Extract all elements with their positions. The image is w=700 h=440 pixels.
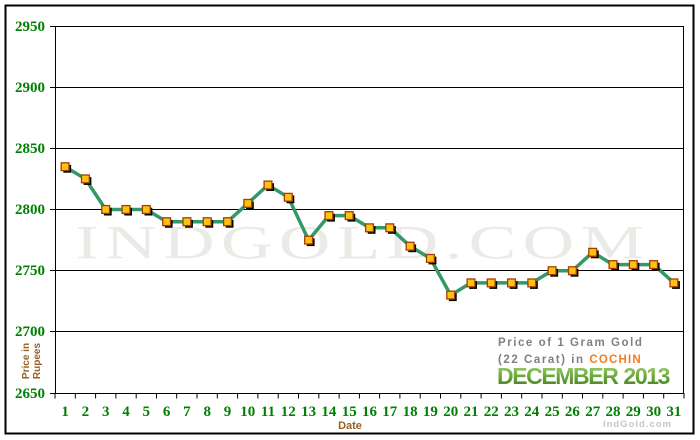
svg-text:30: 30 (646, 404, 661, 420)
svg-text:2750: 2750 (15, 263, 45, 279)
svg-text:2900: 2900 (15, 80, 45, 96)
svg-text:3: 3 (102, 404, 110, 420)
svg-text:(22 Carat) in COCHIN: (22 Carat) in COCHIN (498, 354, 642, 366)
svg-text:18: 18 (403, 404, 418, 420)
svg-text:27: 27 (585, 404, 601, 420)
svg-text:29: 29 (626, 404, 641, 420)
svg-text:2800: 2800 (15, 202, 45, 218)
svg-text:6: 6 (163, 404, 171, 420)
svg-text:2700: 2700 (15, 324, 45, 340)
svg-text:11: 11 (261, 404, 275, 420)
svg-text:Price of 1 Gram Gold: Price of 1 Gram Gold (498, 337, 643, 349)
svg-text:13: 13 (301, 404, 316, 420)
svg-text:23: 23 (504, 404, 519, 420)
svg-text:7: 7 (183, 404, 191, 420)
svg-text:21: 21 (464, 404, 479, 420)
svg-text:26: 26 (565, 404, 581, 420)
svg-text:14: 14 (321, 404, 337, 420)
svg-text:2950: 2950 (15, 19, 45, 35)
svg-text:25: 25 (545, 404, 560, 420)
svg-text:2850: 2850 (15, 141, 45, 157)
svg-text:24: 24 (524, 404, 540, 420)
svg-text:10: 10 (240, 404, 255, 420)
svg-text:17: 17 (382, 404, 398, 420)
svg-text:4: 4 (122, 404, 130, 420)
svg-text:19: 19 (423, 404, 438, 420)
svg-text:1: 1 (61, 404, 69, 420)
svg-text:5: 5 (143, 404, 151, 420)
svg-text:8: 8 (203, 404, 211, 420)
svg-text:9: 9 (224, 404, 232, 420)
svg-text:20: 20 (443, 404, 458, 420)
svg-text:12: 12 (281, 404, 296, 420)
svg-text:IndGold.com: IndGold.com (603, 419, 672, 430)
svg-text:Price in: Price in (21, 343, 32, 379)
svg-text:22: 22 (484, 404, 499, 420)
svg-text:2650: 2650 (15, 386, 45, 402)
svg-text:15: 15 (342, 404, 357, 420)
svg-text:16: 16 (362, 404, 378, 420)
svg-text:Date: Date (338, 420, 362, 432)
svg-text:2: 2 (82, 404, 90, 420)
svg-text:31: 31 (666, 404, 681, 420)
svg-text:Rupees: Rupees (32, 343, 43, 380)
svg-text:28: 28 (606, 404, 621, 420)
